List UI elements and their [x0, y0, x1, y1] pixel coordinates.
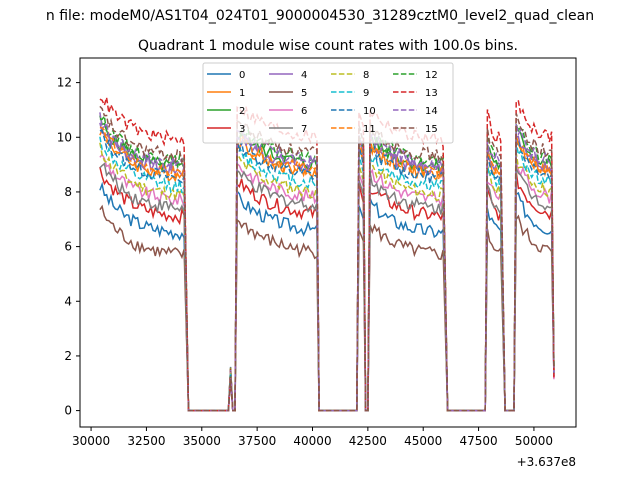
plot-frame [79, 57, 577, 428]
y-tick-label: 12 [57, 76, 72, 90]
x-tick-label: 30000 [72, 434, 110, 448]
series-line-10 [99, 129, 555, 412]
series-line-11 [99, 126, 555, 412]
x-offset-label: +3.637e8 [517, 455, 576, 469]
legend-label: 15 [425, 124, 438, 135]
legend-label: 9 [363, 88, 369, 99]
legend-label: 7 [301, 124, 307, 135]
legend-label: 3 [239, 124, 245, 135]
x-axis: 30000 32500 35000 37500 40000 42500 45000 47500… [72, 427, 553, 448]
x-tick-label: 45000 [404, 434, 442, 448]
legend-label: 6 [301, 106, 307, 117]
legend-label: 4 [301, 70, 307, 81]
series-line-5 [99, 204, 555, 412]
legend-label: 11 [363, 124, 376, 135]
legend-label: 1 [239, 88, 245, 99]
series-line-3 [99, 166, 555, 412]
legend-label: 2 [239, 106, 245, 117]
series-line-7 [99, 162, 555, 412]
y-tick-label: 2 [64, 349, 72, 363]
x-tick-label: 42500 [349, 434, 387, 448]
series-line-0 [99, 181, 555, 412]
legend-label: 0 [239, 70, 245, 81]
y-tick-label: 10 [57, 130, 72, 144]
series-line-9 [99, 136, 555, 412]
x-tick-label: 37500 [238, 434, 276, 448]
chart-title: Quadrant 1 module wise count rates with … [138, 38, 518, 54]
legend-label: 13 [425, 88, 438, 99]
y-axis: 0 2 4 6 8 10 12 [57, 76, 80, 418]
legend-label: 10 [363, 106, 376, 117]
legend-label: 8 [363, 70, 369, 81]
chart-suptitle: n file: modeM0/AS1T04_024T01_9000004530_… [46, 8, 594, 24]
x-tick-label: 50000 [515, 434, 553, 448]
legend-box [202, 62, 454, 144]
y-tick-label: 0 [64, 404, 72, 418]
x-tick-label: 32500 [127, 434, 165, 448]
legend-label: 5 [301, 88, 307, 99]
x-tick-label: 35000 [183, 434, 221, 448]
plot-lines [99, 97, 555, 412]
series-line-6 [99, 153, 555, 412]
legend-label: 12 [425, 70, 438, 81]
series-line-14 [99, 112, 555, 412]
series-line-15 [99, 105, 555, 412]
x-tick-label: 47500 [459, 434, 497, 448]
x-tick-label: 40000 [293, 434, 331, 448]
y-tick-label: 6 [64, 240, 72, 254]
legend-label: 14 [425, 106, 438, 117]
y-tick-label: 4 [64, 294, 72, 308]
y-tick-label: 8 [64, 185, 72, 199]
